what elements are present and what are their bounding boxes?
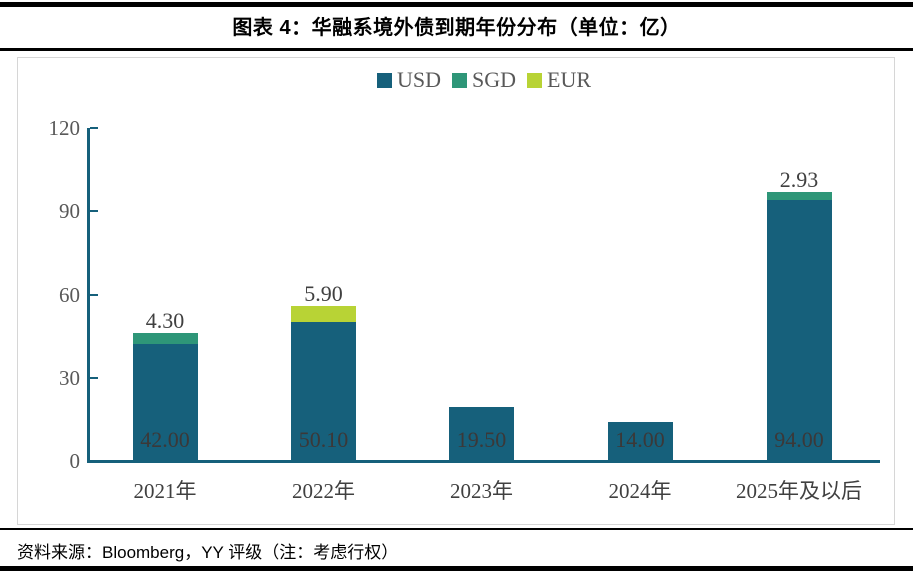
legend-item-eur: EUR (527, 69, 591, 91)
chart-title: 图表 4：华融系境外债到期年份分布（单位：亿） (232, 17, 681, 39)
x-axis-category-label: 2021年 (133, 479, 197, 503)
bar-value-label-inside: 19.50 (456, 427, 507, 452)
bar-2025年及以后-sgd-segment (766, 192, 832, 201)
bar-value-label-above: 2.93 (779, 167, 819, 193)
y-tick-mark (90, 127, 98, 129)
bar-2025年及以后-usd-segment (766, 200, 832, 461)
y-tick-label: 120 (48, 116, 81, 140)
legend-swatch-usd-icon (376, 72, 392, 88)
source-note: 资料来源：Bloomberg，YY 评级（注：考虑行权） (17, 543, 399, 562)
bar-value-label-inside: 14.00 (615, 427, 665, 452)
bar-value-label-above: 4.30 (145, 307, 185, 333)
y-tick-label: 30 (59, 365, 80, 390)
bar-value-label-inside: 50.10 (298, 427, 349, 452)
bar-2021年-usd-segment (132, 344, 198, 461)
y-tick-label: 60 (59, 282, 80, 307)
bottom-thick-rule (0, 566, 913, 571)
bar-2023年-usd-segment (449, 406, 514, 461)
legend-item-usd: USD (376, 67, 441, 92)
bar-value-label-inside: 94.00 (774, 427, 824, 452)
source-divider-rule (0, 528, 913, 530)
y-axis-line (87, 128, 90, 463)
chart-legend: USD SGD EUR (88, 67, 880, 93)
legend-swatch-eur-icon (527, 72, 543, 88)
bar-2022年-usd-segment (291, 321, 356, 461)
legend-label-eur: EUR (547, 67, 592, 92)
bar-2022年-eur-segment (291, 305, 356, 322)
x-axis-category-label: 2023年 (450, 479, 513, 503)
legend-label-sgd: SGD (472, 67, 517, 92)
legend-swatch-sgd-icon (452, 72, 467, 88)
y-tick-label: 90 (59, 199, 80, 224)
y-tick-mark (90, 293, 98, 296)
x-axis-category-label: 2025年及以后 (736, 479, 862, 503)
x-axis-category-label: 2024年 (608, 479, 672, 503)
bar-value-label-inside: 42.00 (140, 427, 190, 452)
bar-2024年-usd-segment (607, 422, 673, 461)
y-tick-label: 0 (69, 449, 81, 473)
top-thick-rule (0, 2, 913, 7)
y-tick-mark (90, 210, 98, 213)
legend-label-usd: USD (396, 67, 441, 92)
title-divider-rule (0, 48, 913, 51)
y-tick-mark (90, 376, 98, 379)
x-axis-line (87, 460, 880, 463)
bar-value-label-above: 5.90 (304, 280, 343, 306)
bar-2021年-sgd-segment (132, 332, 198, 345)
legend-item-sgd: SGD (452, 69, 516, 91)
x-axis-category-label: 2022年 (292, 479, 355, 503)
